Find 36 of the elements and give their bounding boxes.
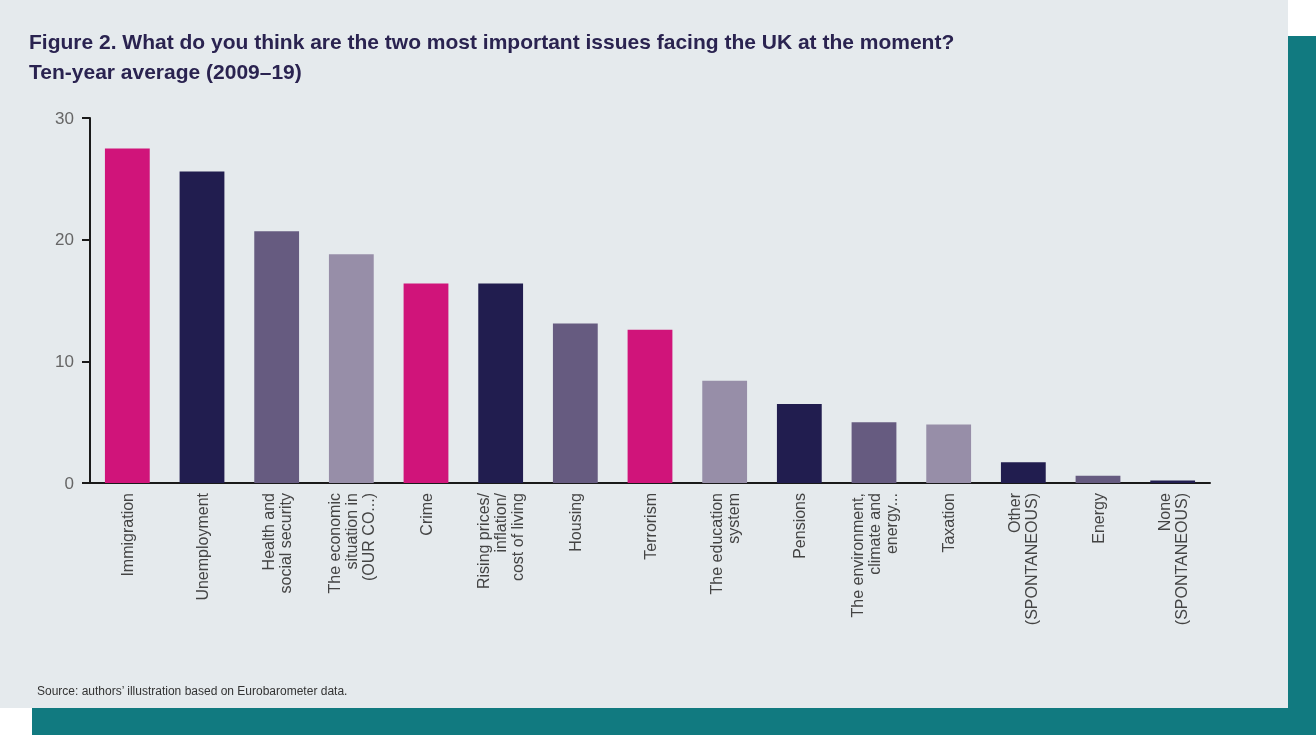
bar bbox=[403, 283, 449, 483]
bar bbox=[702, 380, 748, 483]
x-tick-label: Terrorism bbox=[641, 493, 659, 560]
y-tick-label: 30 bbox=[55, 108, 74, 128]
bar bbox=[179, 171, 225, 483]
x-tick-label: Pensions bbox=[790, 493, 808, 559]
y-tick-label: 10 bbox=[55, 351, 74, 371]
chart-subtitle: Ten-year average (2009–19) bbox=[29, 60, 302, 83]
bar bbox=[104, 148, 150, 483]
x-tick-label: The environment, climate and energy... bbox=[848, 493, 900, 618]
y-tick-label: 20 bbox=[55, 230, 74, 250]
y-tick-label: 0 bbox=[64, 473, 74, 493]
x-tick-label: The education system bbox=[707, 493, 742, 595]
x-tick-label: Housing bbox=[566, 493, 584, 552]
bar bbox=[926, 424, 972, 483]
chart-title: Figure 2. What do you think are the two most important issues facing the UK at the moment? bbox=[29, 30, 955, 53]
bar bbox=[254, 231, 300, 483]
x-tick-label: Energy bbox=[1089, 493, 1107, 544]
x-tick-label: Crime bbox=[417, 492, 435, 536]
x-tick-label: Health and social security bbox=[259, 493, 294, 594]
x-tick-label: Rising prices/ inflation/ cost of living bbox=[475, 492, 527, 590]
bar bbox=[478, 283, 524, 483]
x-tick-label: None (SPONTANEOUS) bbox=[1155, 492, 1190, 626]
bar bbox=[1000, 462, 1046, 483]
bar bbox=[776, 403, 822, 483]
bar bbox=[1075, 475, 1121, 483]
bar bbox=[328, 254, 374, 483]
bar bbox=[851, 422, 897, 483]
x-tick-label: Immigration bbox=[118, 493, 136, 577]
x-tick-label: Other (SPONTANEOUS) bbox=[1006, 492, 1041, 626]
bar bbox=[627, 329, 673, 483]
x-tick-label: Taxation bbox=[940, 493, 958, 553]
x-tick-label: Unemployment bbox=[193, 492, 211, 601]
source-note: Source: authors’ illustration based on Eurobarometer data. bbox=[37, 684, 348, 698]
x-tick-label: The economic situation in (OUR CO...) bbox=[325, 493, 377, 594]
bar bbox=[552, 323, 598, 483]
